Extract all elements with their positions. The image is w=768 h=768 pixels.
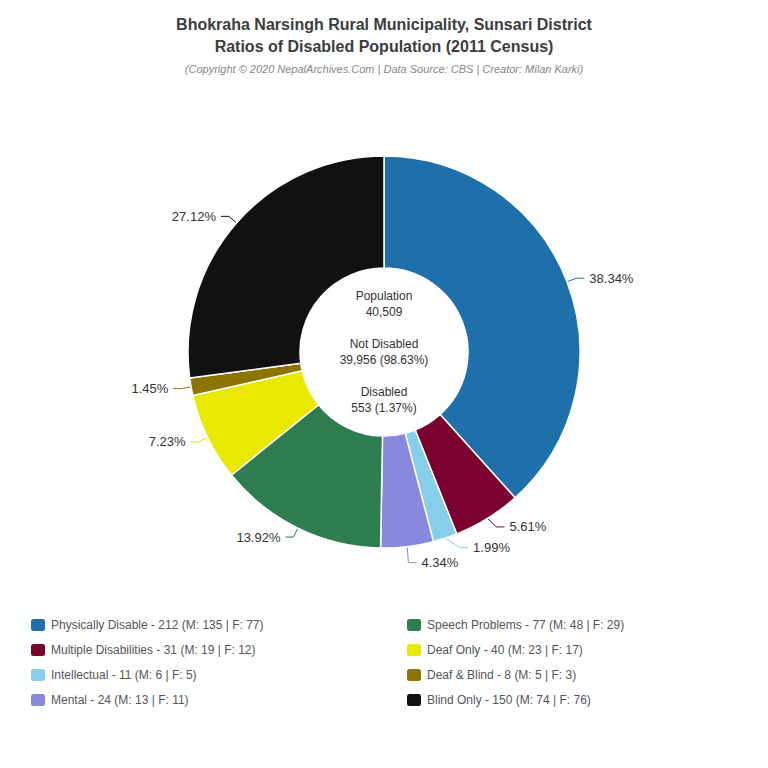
svg-text:1.45%: 1.45%	[131, 381, 168, 396]
svg-text:Multiple Disabilities - 31 (M:: Multiple Disabilities - 31 (M: 19 | F: 1…	[51, 643, 256, 657]
svg-text:Disabled: Disabled	[361, 385, 408, 399]
svg-text:Mental - 24 (M: 13 | F: 11): Mental - 24 (M: 13 | F: 11)	[51, 693, 189, 707]
svg-text:40,509: 40,509	[366, 305, 403, 319]
svg-text:7.23%: 7.23%	[149, 434, 186, 449]
svg-text:39,956 (98.63%): 39,956 (98.63%)	[340, 353, 429, 367]
svg-text:27.12%: 27.12%	[172, 209, 217, 224]
svg-text:Blind Only - 150 (M: 74 | F: 7: Blind Only - 150 (M: 74 | F: 76)	[427, 693, 591, 707]
svg-text:13.92%: 13.92%	[236, 530, 281, 545]
svg-text:Ratios of Disabled Population: Ratios of Disabled Population (2011 Cens…	[215, 38, 554, 55]
svg-text:Not Disabled: Not Disabled	[350, 337, 419, 351]
svg-text:Deaf & Blind - 8 (M: 5 | F: 3): Deaf & Blind - 8 (M: 5 | F: 3)	[427, 668, 576, 682]
svg-text:Intellectual - 11 (M: 6 | F: 5: Intellectual - 11 (M: 6 | F: 5)	[51, 668, 197, 682]
svg-text:Physically Disable - 212 (M: 1: Physically Disable - 212 (M: 135 | F: 77…	[51, 618, 264, 632]
svg-text:Population: Population	[356, 289, 413, 303]
svg-text:(Copyright © 2020 NepalArchive: (Copyright © 2020 NepalArchives.Com | Da…	[185, 63, 584, 75]
svg-text:1.99%: 1.99%	[473, 540, 510, 555]
svg-text:Bhokraha Narsingh Rural Munici: Bhokraha Narsingh Rural Municipality, Su…	[176, 16, 592, 33]
svg-text:4.34%: 4.34%	[421, 555, 458, 570]
svg-text:Deaf Only - 40 (M: 23 | F: 17): Deaf Only - 40 (M: 23 | F: 17)	[427, 643, 583, 657]
svg-text:5.61%: 5.61%	[509, 519, 546, 534]
svg-text:553 (1.37%): 553 (1.37%)	[351, 401, 416, 415]
svg-text:Speech Problems - 77 (M: 48 |: Speech Problems - 77 (M: 48 | F: 29)	[427, 618, 624, 632]
svg-text:38.34%: 38.34%	[589, 271, 634, 286]
